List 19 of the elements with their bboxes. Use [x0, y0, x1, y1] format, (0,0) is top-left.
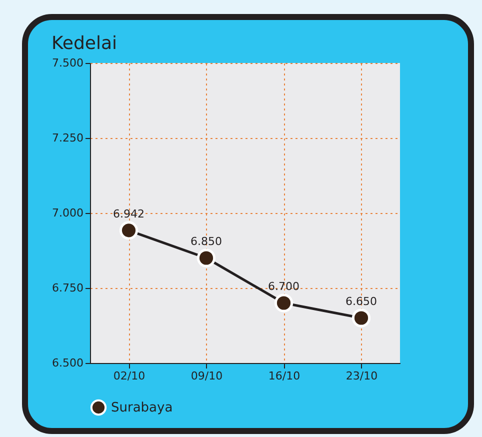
legend-label: Surabaya	[111, 400, 173, 416]
y-tick-label: 7.500	[52, 56, 84, 70]
point	[119, 221, 138, 240]
x-tick-label: 02/10	[113, 370, 146, 382]
x-tick-label: 16/10	[268, 370, 300, 382]
x-tick-label: 09/10	[190, 370, 223, 382]
text: 6.700	[268, 280, 300, 293]
y-tick-label: 6.500	[52, 356, 84, 370]
y-tick-label: 7.250	[52, 132, 84, 144]
point	[352, 308, 371, 328]
point	[274, 294, 294, 312]
x-tick-label: 23/10	[346, 370, 378, 382]
chart-title: Kedelai	[52, 33, 118, 54]
text: 6.942	[113, 207, 144, 220]
point	[196, 248, 216, 268]
text: 6.850	[190, 235, 222, 248]
y-tick-label: 6.750	[52, 282, 84, 294]
text: 6.650	[346, 295, 377, 308]
y-tick-label: 7.000	[52, 206, 84, 220]
